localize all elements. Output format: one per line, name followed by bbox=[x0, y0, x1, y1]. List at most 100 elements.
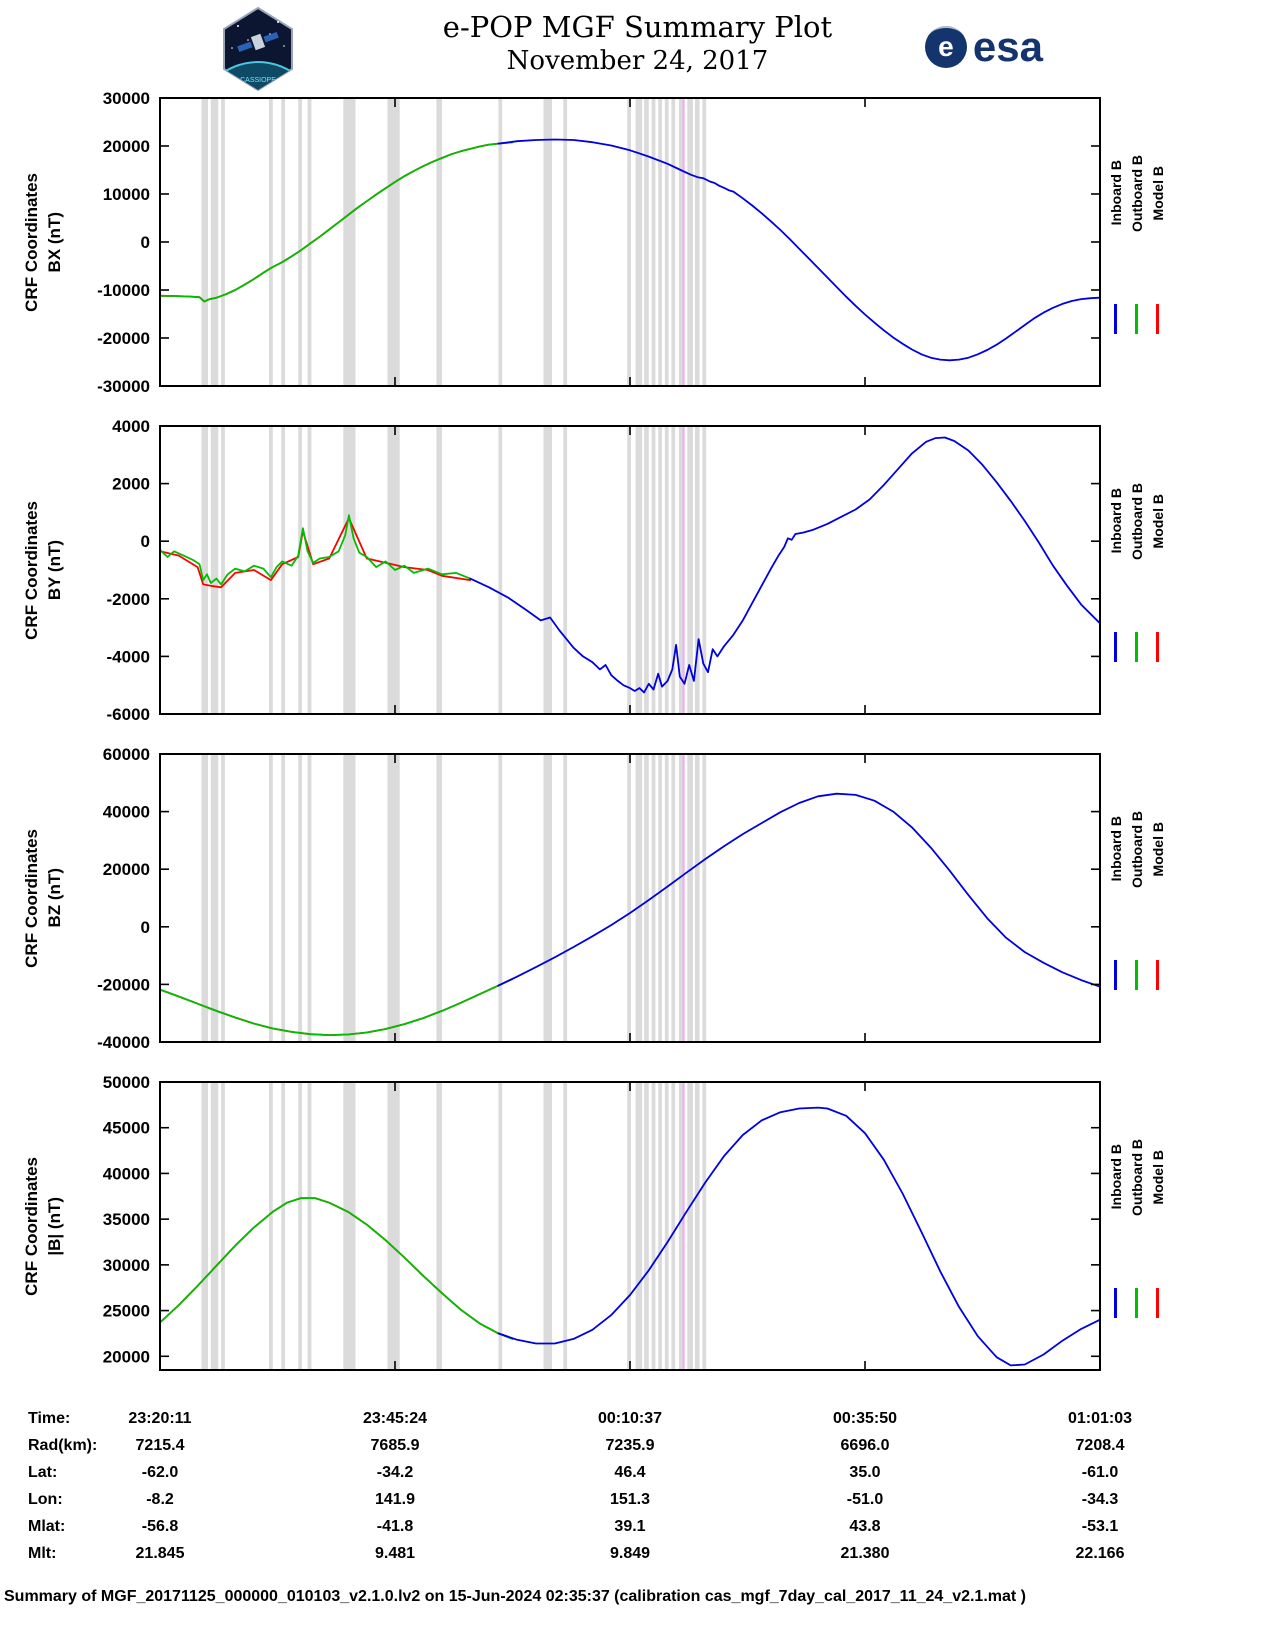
svg-text:0: 0 bbox=[141, 918, 150, 937]
plot-bb: 50000 45000 40000 35000 30000 25000 20000 bbox=[103, 1073, 1101, 1371]
table-row: Time: 23:20:11 23:45:24 00:10:37 00:35:50 01:… bbox=[28, 1410, 1132, 1437]
plot-bz: 60000 40000 20000 0 -20000 -40000 bbox=[97, 745, 1101, 1052]
legend: Inboard B Outboard B Model B bbox=[1107, 1082, 1166, 1370]
legend-line-sample bbox=[1156, 1288, 1159, 1318]
panels-container: CRF Coordinates BX (nT) 30000 20000 10000 0… bbox=[0, 89, 1275, 1371]
svg-text:20000: 20000 bbox=[103, 137, 150, 156]
table-cell: 21.380 bbox=[840, 1545, 890, 1562]
svg-text:10000: 10000 bbox=[103, 185, 150, 204]
legend-label: Outboard B bbox=[1128, 810, 1145, 888]
table-cell: 7685.9 bbox=[370, 1437, 420, 1454]
svg-text:25000: 25000 bbox=[103, 1302, 150, 1321]
mission-patch-icon: CASSIOPE bbox=[223, 6, 293, 92]
ephemeris-table: Time: 23:20:11 23:45:24 00:10:37 00:35:50 01:… bbox=[28, 1410, 1132, 1572]
y-axis-label-by: CRF Coordinates BY (nT) bbox=[22, 426, 65, 714]
table-cell: -34.3 bbox=[1081, 1491, 1119, 1508]
svg-text:20000: 20000 bbox=[103, 1347, 150, 1366]
table-cell: -53.1 bbox=[1081, 1518, 1119, 1535]
table-row: Lon: -8.2 141.9 151.3 -51.0 -34.3 bbox=[28, 1491, 1118, 1518]
svg-text:-40000: -40000 bbox=[97, 1033, 150, 1052]
legend-line-sample bbox=[1135, 632, 1138, 662]
panel-bx: CRF Coordinates BX (nT) 30000 20000 10000 0… bbox=[0, 89, 1275, 396]
legend-entry: Model B bbox=[1149, 98, 1166, 386]
svg-text:20000: 20000 bbox=[103, 860, 150, 879]
y-axis-label-line1: CRF Coordinates bbox=[22, 1156, 41, 1296]
y-axis-label-bb: CRF Coordinates |B| (nT) bbox=[22, 1082, 65, 1370]
legend-label: Outboard B bbox=[1128, 1138, 1145, 1216]
header: CASSIOPE e-POP MGF Summary Plot November… bbox=[0, 0, 1275, 94]
table-cell: -51.0 bbox=[846, 1491, 884, 1508]
svg-text:40000: 40000 bbox=[103, 1164, 150, 1183]
legend-label: Outboard B bbox=[1128, 154, 1145, 232]
table-cell: -61.0 bbox=[1081, 1464, 1119, 1481]
legend-line-sample bbox=[1114, 1288, 1117, 1318]
legend-line-sample bbox=[1156, 304, 1159, 334]
table-cell: -62.0 bbox=[141, 1464, 179, 1481]
esa-logo: e esa bbox=[924, 26, 1043, 68]
table-row-label: Time: bbox=[28, 1410, 71, 1427]
table-cell: 7208.4 bbox=[1075, 1437, 1125, 1454]
table-row-label: Lat: bbox=[28, 1464, 58, 1481]
y-axis-label-line2: BZ (nT) bbox=[45, 868, 64, 928]
table-cell: 01:01:03 bbox=[1067, 1410, 1133, 1427]
table-cell: -56.8 bbox=[141, 1518, 179, 1535]
svg-text:-30000: -30000 bbox=[97, 377, 150, 396]
table-cell: 9.849 bbox=[609, 1545, 651, 1562]
table-row: Mlt: 21.845 9.481 9.849 21.380 22.166 bbox=[28, 1545, 1124, 1572]
y-axis-label-line1: CRF Coordinates bbox=[22, 172, 41, 312]
svg-text:0: 0 bbox=[141, 233, 150, 252]
table-cell: -34.2 bbox=[376, 1464, 414, 1481]
legend-line-sample bbox=[1156, 960, 1159, 990]
plot-date: November 24, 2017 bbox=[506, 46, 769, 76]
legend-entry: Outboard B bbox=[1128, 426, 1145, 714]
table-cell: -8.2 bbox=[146, 1491, 174, 1508]
esa-globe-icon: e bbox=[924, 26, 967, 68]
legend-line-sample bbox=[1114, 304, 1117, 334]
table-cell: 23:45:24 bbox=[362, 1410, 428, 1427]
legend-line-sample bbox=[1135, 960, 1138, 990]
table-cell: 141.9 bbox=[374, 1491, 416, 1508]
legend-label: Model B bbox=[1149, 1149, 1166, 1205]
legend-entry: Model B bbox=[1149, 426, 1166, 714]
legend-entry: Outboard B bbox=[1128, 98, 1145, 386]
svg-text:-10000: -10000 bbox=[97, 281, 150, 300]
svg-text:30000: 30000 bbox=[103, 89, 150, 108]
svg-text:60000: 60000 bbox=[103, 745, 150, 764]
legend-line-sample bbox=[1156, 632, 1159, 662]
svg-text:35000: 35000 bbox=[103, 1210, 150, 1229]
table-cell: 00:35:50 bbox=[832, 1410, 898, 1427]
table-cell: 00:10:37 bbox=[597, 1410, 663, 1427]
table-row: Mlat: -56.8 -41.8 39.1 43.8 -53.1 bbox=[28, 1518, 1118, 1545]
footer-summary: Summary of MGF_20171125_000000_010103_v2… bbox=[4, 1588, 1026, 1605]
panel-by: CRF Coordinates BY (nT) 4000 2000 0 -2000 -4… bbox=[0, 417, 1275, 724]
svg-text:-2000: -2000 bbox=[107, 590, 150, 609]
legend-line-sample bbox=[1135, 304, 1138, 334]
legend-line-sample bbox=[1114, 632, 1117, 662]
legend-label: Model B bbox=[1149, 165, 1166, 221]
legend-label: Inboard B bbox=[1107, 160, 1124, 226]
svg-text:-4000: -4000 bbox=[107, 647, 150, 666]
svg-text:50000: 50000 bbox=[103, 1073, 150, 1092]
legend-entry: Outboard B bbox=[1128, 754, 1145, 1042]
legend-entry: Outboard B bbox=[1128, 1082, 1145, 1370]
svg-text:2000: 2000 bbox=[112, 475, 150, 494]
table-cell: 21.845 bbox=[135, 1545, 185, 1562]
svg-text:-20000: -20000 bbox=[97, 975, 150, 994]
table-cell: 43.8 bbox=[849, 1518, 881, 1535]
y-axis-label-bx: CRF Coordinates BX (nT) bbox=[22, 98, 65, 386]
table-cell: 7215.4 bbox=[135, 1437, 185, 1454]
legend-label: Outboard B bbox=[1128, 482, 1145, 560]
y-axis-label-line2: |B| (nT) bbox=[45, 1196, 64, 1256]
table-cell: 9.481 bbox=[374, 1545, 416, 1562]
legend-entry: Inboard B bbox=[1107, 426, 1124, 714]
table-row: Rad(km): 7215.4 7685.9 7235.9 6696.0 7208.4 bbox=[28, 1437, 1124, 1464]
plot-by: 4000 2000 0 -2000 -4000 -6000 bbox=[107, 417, 1101, 724]
table-cell: -41.8 bbox=[376, 1518, 414, 1535]
table-cell: 39.1 bbox=[614, 1518, 646, 1535]
table-cell: 22.166 bbox=[1075, 1545, 1125, 1562]
legend-label: Model B bbox=[1149, 821, 1166, 877]
svg-text:45000: 45000 bbox=[103, 1119, 150, 1138]
legend: Inboard B Outboard B Model B bbox=[1107, 98, 1166, 386]
title-block: e-POP MGF Summary Plot November 24, 2017 bbox=[0, 0, 1275, 76]
legend: Inboard B Outboard B Model B bbox=[1107, 426, 1166, 714]
